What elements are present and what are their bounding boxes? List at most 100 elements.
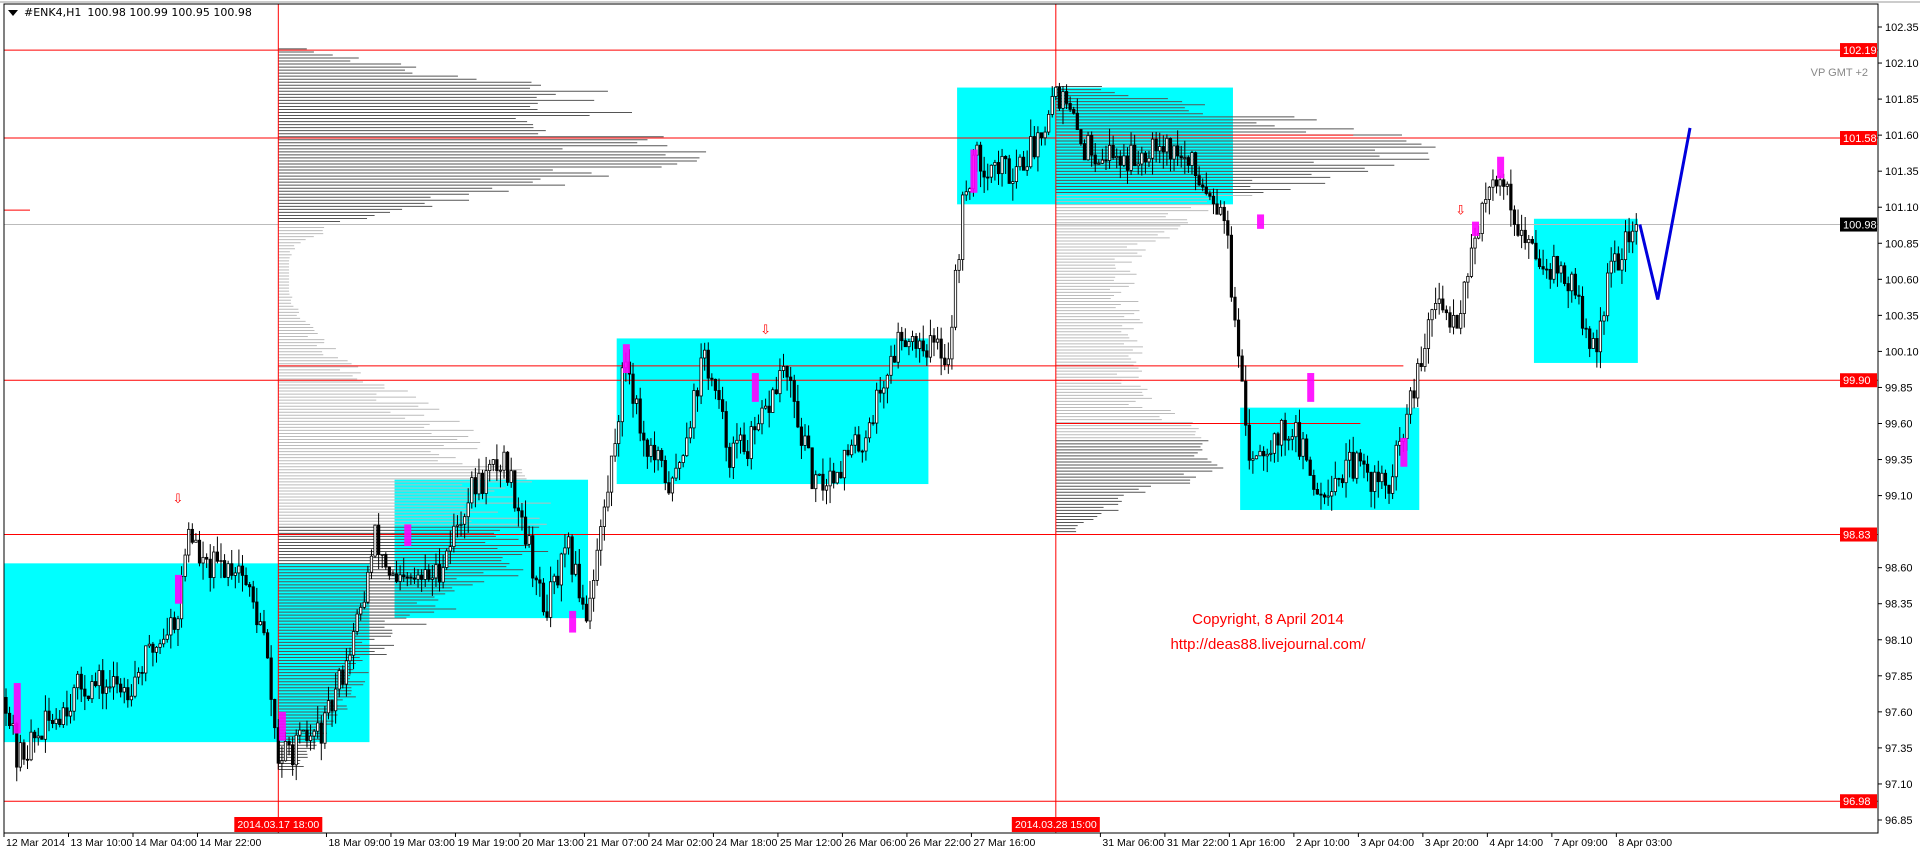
candle-body (1072, 109, 1076, 114)
candle-body (771, 389, 775, 413)
vertical-marker-badge (1011, 817, 1100, 832)
candle-body (319, 722, 323, 744)
candle-body (1609, 260, 1613, 274)
candle-body (828, 470, 832, 487)
y-tick-label: 100.85 (1885, 238, 1919, 250)
candle-body (140, 672, 144, 674)
candle-body (1459, 313, 1463, 329)
candle-body (50, 720, 55, 724)
candle-body (846, 449, 850, 456)
candle-body (1631, 230, 1635, 243)
candle-body (230, 563, 234, 576)
url-text: http://deas88.livejournal.com/ (1170, 636, 1366, 653)
candle-body (394, 573, 399, 582)
candle-body (83, 688, 87, 697)
candle-body (860, 450, 864, 453)
candle-body (129, 695, 134, 701)
candle-body (1061, 91, 1065, 109)
candle-body (588, 597, 592, 622)
candle-body (1276, 433, 1280, 446)
candle-body (1613, 253, 1617, 262)
candle-body (287, 741, 291, 746)
candle-body (943, 357, 947, 366)
candle-body (1326, 495, 1330, 498)
candle-body (61, 707, 65, 725)
candle-body (1527, 238, 1531, 244)
candle-body (1186, 157, 1190, 166)
candle-body (1093, 154, 1097, 165)
candle-body (721, 399, 725, 412)
candle-body (387, 566, 391, 576)
candle-body (853, 434, 857, 446)
candle-body (950, 326, 954, 360)
candle-body (190, 528, 194, 543)
candle-body (910, 336, 915, 342)
vertical-marker-label: 2014.03.28 15:00 (1015, 819, 1097, 831)
y-tick-label: 98.10 (1885, 635, 1913, 647)
candle-body (1029, 136, 1033, 168)
candle-body (885, 374, 890, 389)
y-tick-label: 97.35 (1885, 743, 1913, 755)
candle-body (871, 422, 875, 425)
candle-body (656, 450, 660, 461)
candle-body (1179, 155, 1183, 159)
candle-body (724, 411, 728, 448)
candle-body (563, 547, 567, 555)
candle-body (36, 735, 40, 739)
candle-body (119, 683, 123, 693)
candle-body (212, 551, 216, 578)
candle-body (330, 700, 334, 712)
candle-body (1548, 269, 1552, 280)
highlight-rect (1257, 214, 1265, 229)
price-axis[interactable]: 102.35 102.10 101.85 101.60 101.35 101.10 100.… (1840, 22, 1919, 827)
candle-body (1262, 450, 1266, 457)
candle-body (1064, 91, 1069, 104)
candle-body (72, 687, 76, 712)
candle-body (65, 707, 69, 717)
candle-body (1344, 459, 1348, 484)
candle-body (1634, 224, 1638, 232)
candle-body (162, 638, 166, 645)
candle-body (882, 387, 886, 394)
x-tick-label: 31 Mar 06:00 (1102, 837, 1164, 849)
candle-body (1505, 183, 1509, 187)
x-tick-label: 14 Mar 04:00 (135, 837, 197, 849)
candle-body (1018, 156, 1022, 168)
candle-body (1075, 112, 1079, 131)
candle-body (832, 470, 836, 484)
candle-body (839, 471, 843, 479)
time-axis[interactable]: 12 Mar 2014 13 Mar 10:00 14 Mar 04:00 14 Ma… (3, 817, 1672, 849)
candle-body (1340, 478, 1345, 484)
candle-body (738, 434, 743, 441)
candle-body (1032, 136, 1036, 158)
candle-body (169, 617, 173, 636)
candle-body (652, 444, 657, 461)
candle-body (115, 676, 119, 685)
candle-body (1140, 152, 1144, 165)
candle-body (1172, 145, 1176, 160)
candle-body (609, 455, 614, 493)
candle-body (1240, 355, 1244, 382)
candle-body (1168, 137, 1173, 160)
candle-body (875, 389, 879, 424)
candle-body (982, 170, 986, 178)
candle-body (1229, 234, 1233, 298)
candle-body (767, 405, 771, 413)
candle-body (867, 422, 872, 439)
candle-body (599, 526, 603, 551)
candle-body (108, 686, 112, 689)
candle-body (534, 577, 538, 581)
candle-body (896, 331, 900, 363)
candle-body (964, 191, 968, 196)
x-tick-label: 2 Apr 10:00 (1296, 837, 1350, 849)
dropdown-triangle-icon[interactable] (8, 9, 18, 16)
candle-body (291, 744, 295, 766)
candle-body (1444, 309, 1448, 314)
candle-body (978, 144, 983, 172)
candle-body (513, 470, 517, 509)
candle-body (1530, 238, 1534, 244)
candle-body (1036, 132, 1040, 158)
candle-body (1201, 184, 1205, 188)
highlight-rect (1497, 156, 1505, 179)
